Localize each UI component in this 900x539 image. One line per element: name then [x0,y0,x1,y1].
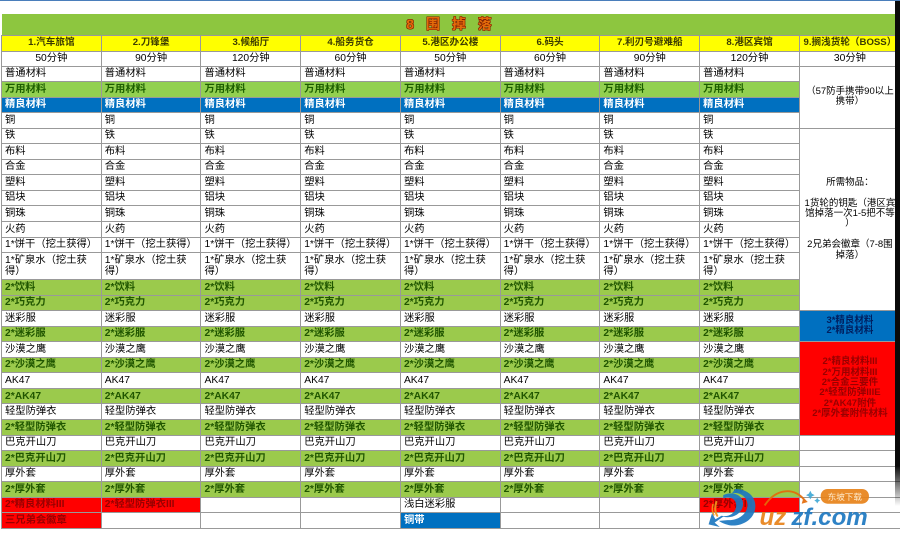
svg-text:uz: uz [759,504,786,531]
svg-text:东坡下载: 东坡下载 [828,491,863,503]
svg-text:zf.com: zf.com [790,504,867,531]
